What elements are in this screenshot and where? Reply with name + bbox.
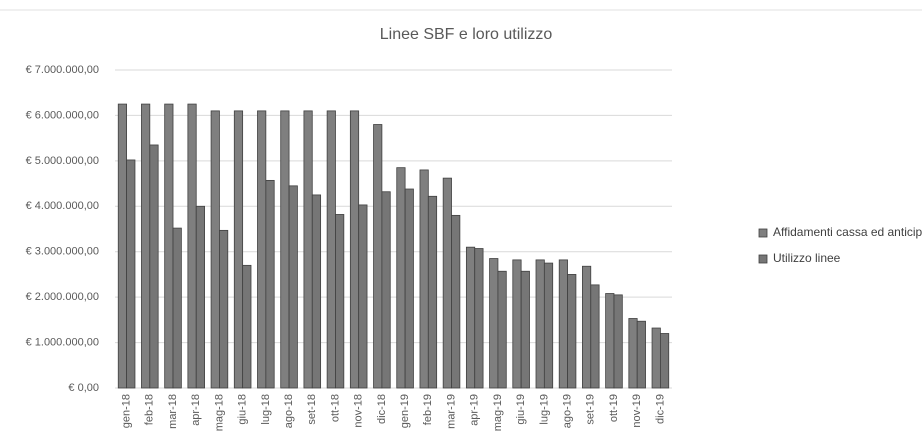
bar <box>349 110 360 389</box>
x-tick-label: mar-19 <box>445 394 457 429</box>
bar <box>605 293 615 389</box>
x-tick-label: apr-19 <box>469 394 481 426</box>
x-tick-label: feb-19 <box>422 394 434 425</box>
bar <box>219 229 229 389</box>
bar <box>280 110 290 389</box>
bar <box>567 274 577 389</box>
x-tick-label: nov-19 <box>631 394 643 428</box>
legend-label: Utilizzo linee <box>773 251 841 265</box>
bar <box>512 259 522 389</box>
bar <box>210 110 220 389</box>
x-tick-label: gen-18 <box>121 394 133 428</box>
bar <box>311 194 322 389</box>
x-tick-label: ott-19 <box>608 394 620 422</box>
y-tick-label: € 2.000.000,00 <box>26 291 99 303</box>
legend-swatch <box>758 254 768 264</box>
y-tick-label: € 1.000.000,00 <box>26 336 99 348</box>
bar <box>172 227 182 389</box>
bar <box>303 110 313 389</box>
y-tick-label: € 5.000.000,00 <box>26 155 99 167</box>
y-tick-label: € 3.000.000,00 <box>26 246 99 258</box>
bar <box>117 103 128 389</box>
bar <box>373 124 383 389</box>
bar <box>126 159 136 389</box>
bar <box>497 270 507 389</box>
x-tick-label: apr-18 <box>190 394 202 426</box>
y-tick-label: € 7.000.000,00 <box>26 64 99 76</box>
bar <box>419 169 429 389</box>
bar <box>265 179 275 389</box>
x-tick-label: mag-19 <box>492 394 504 431</box>
bar <box>582 265 592 389</box>
x-tick-label: feb-18 <box>144 394 156 425</box>
bar <box>442 177 452 389</box>
x-tick-label: mar-18 <box>167 394 179 429</box>
bar <box>489 258 499 389</box>
x-tick-label: ago-19 <box>561 394 573 428</box>
bar <box>288 185 298 389</box>
y-tick-label: € 0,00 <box>68 382 99 394</box>
bar <box>141 103 151 389</box>
bar <box>451 214 461 389</box>
x-tick-label: lug-19 <box>538 394 550 425</box>
x-tick-label: dic-19 <box>654 394 666 424</box>
x-tick-label: gen-19 <box>399 394 411 428</box>
bar <box>233 110 244 389</box>
chart-title: Linee SBF e loro utilizzo <box>380 26 553 43</box>
y-tick-label: € 4.000.000,00 <box>26 200 99 212</box>
x-tick-label: ott-18 <box>329 394 341 422</box>
x-tick-label: lug-18 <box>260 394 272 425</box>
bar <box>558 259 568 389</box>
x-tick-label: giu-19 <box>515 394 527 425</box>
bar <box>242 264 252 389</box>
bar <box>396 167 406 389</box>
bar <box>381 191 391 389</box>
bar <box>636 320 646 389</box>
bar <box>427 195 438 389</box>
bar <box>335 214 345 389</box>
bar <box>659 333 670 389</box>
x-tick-label: giu-18 <box>237 394 249 425</box>
bar <box>520 270 530 389</box>
y-tick-label: € 6.000.000,00 <box>26 109 99 121</box>
x-tick-label: set-19 <box>585 394 597 425</box>
bar <box>358 204 368 389</box>
legend-label: Affidamenti cassa ed anticipi fatture <box>773 225 922 239</box>
bar <box>149 144 159 389</box>
bar <box>326 110 336 389</box>
bar <box>257 110 267 389</box>
legend-swatch <box>758 228 768 238</box>
bar <box>465 246 476 389</box>
bar <box>404 188 414 389</box>
bar <box>590 284 600 389</box>
bar <box>628 318 638 389</box>
x-tick-label: ago-18 <box>283 394 295 428</box>
bar <box>474 248 484 389</box>
x-tick-label: mag-18 <box>213 394 225 431</box>
bar <box>187 103 197 389</box>
x-tick-label: nov-18 <box>353 394 365 428</box>
x-tick-label: dic-18 <box>376 394 388 424</box>
bar <box>613 294 623 389</box>
bar <box>535 259 545 389</box>
bar <box>195 205 205 389</box>
bar <box>543 262 554 389</box>
x-tick-label: set-18 <box>306 394 318 425</box>
bar <box>651 327 661 389</box>
bar <box>164 103 174 389</box>
